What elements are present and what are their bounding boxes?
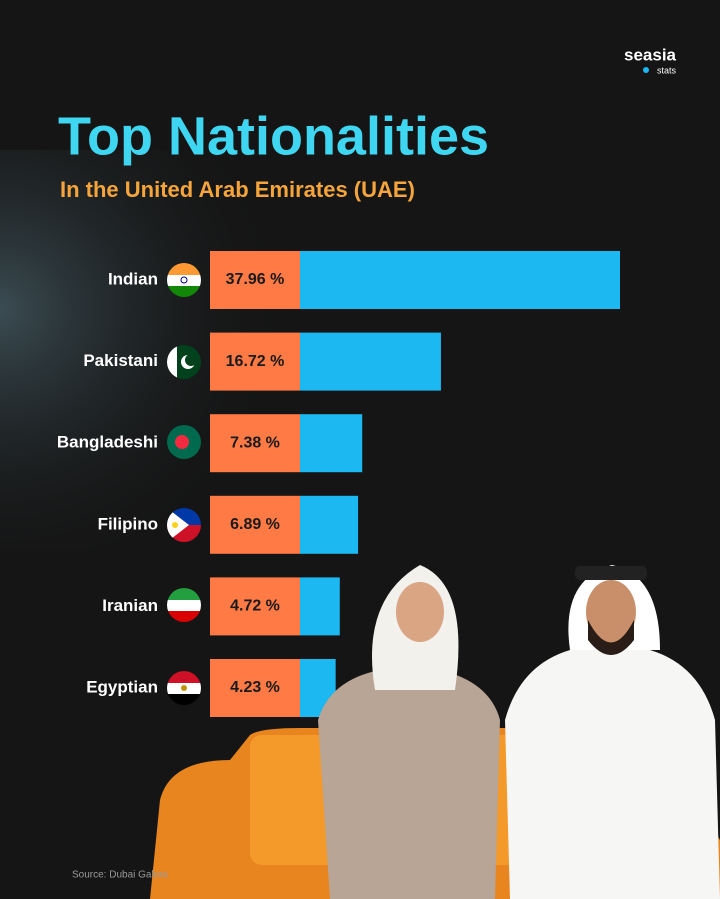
bar bbox=[300, 495, 359, 554]
flag bbox=[167, 588, 201, 622]
chart-title: Top Nationalities bbox=[58, 106, 489, 166]
category-label: Pakistani bbox=[83, 351, 158, 370]
value-label-box bbox=[210, 577, 300, 636]
category-label: Iranian bbox=[102, 596, 158, 615]
value-label: 4.72 % bbox=[230, 598, 280, 615]
value-label-box bbox=[210, 495, 300, 554]
category-label: Bangladeshi bbox=[57, 433, 158, 452]
value-label-box bbox=[210, 332, 300, 391]
bar bbox=[300, 332, 441, 391]
category-label: Egyptian bbox=[86, 677, 158, 696]
value-label: 4.23 % bbox=[230, 679, 280, 696]
chart-subtitle: In the United Arab Emirates (UAE) bbox=[60, 177, 415, 202]
bar bbox=[300, 414, 363, 473]
brand-dot bbox=[643, 67, 649, 73]
value-label: 6.89 % bbox=[230, 516, 280, 533]
brand-name: seasia bbox=[624, 45, 677, 64]
flag bbox=[167, 671, 201, 705]
source: Source: Dubai Galore bbox=[72, 870, 169, 881]
value-label: 37.96 % bbox=[226, 271, 285, 288]
bars: Indian 37.96 % Pakistani 16.72 % Bangladeshi… bbox=[57, 251, 620, 717]
bar bbox=[300, 577, 340, 636]
value-label: 16.72 % bbox=[226, 353, 285, 370]
value-label-box bbox=[210, 414, 300, 473]
flag bbox=[167, 508, 201, 542]
bar bbox=[300, 251, 620, 309]
category-label: Filipino bbox=[98, 514, 158, 533]
value-label-box bbox=[210, 659, 300, 717]
flag bbox=[167, 345, 201, 379]
value-label-box bbox=[210, 251, 300, 309]
flag bbox=[167, 425, 201, 459]
value-label: 7.38 % bbox=[230, 434, 280, 451]
flag bbox=[167, 263, 201, 297]
brand-tag: stats bbox=[657, 65, 677, 75]
scene bbox=[150, 565, 720, 899]
category-label: Indian bbox=[108, 269, 158, 288]
